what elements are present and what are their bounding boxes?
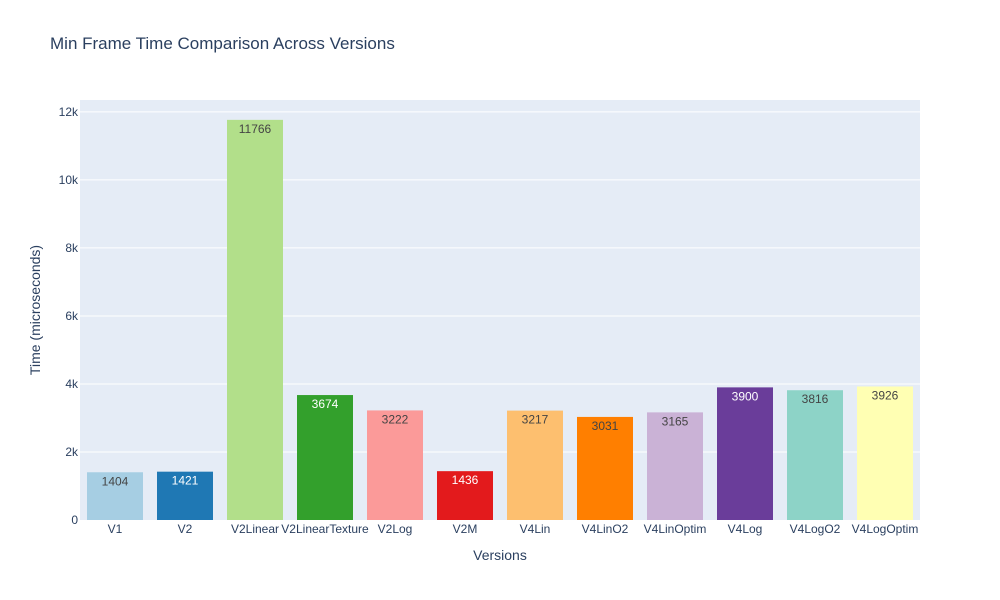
y-tick-label: 0 bbox=[71, 513, 78, 527]
x-tick-label: V2 bbox=[178, 522, 193, 536]
bar-value-label: 3900 bbox=[732, 389, 759, 403]
x-tick-label: V4LinO2 bbox=[582, 522, 629, 536]
bar-value-label: 1436 bbox=[452, 473, 479, 487]
bar-v2linear bbox=[227, 119, 283, 521]
bar-value-label: 3816 bbox=[802, 392, 829, 406]
bar-v4linoptim bbox=[647, 412, 703, 520]
y-tick-label: 2k bbox=[65, 445, 79, 459]
y-tick-label: 10k bbox=[59, 173, 79, 187]
x-axis-ticks: V1 V2 V2Linear V2LinearTexture V2Log V2M V4Lin… bbox=[108, 522, 919, 536]
x-tick-label: V2Log bbox=[378, 522, 413, 536]
x-tick-label: V2Linear bbox=[231, 522, 279, 536]
bar-v4lino2 bbox=[577, 416, 633, 520]
bar-value-label: 3674 bbox=[312, 397, 339, 411]
x-tick-label: V4LogO2 bbox=[790, 522, 841, 536]
x-tick-label: V2M bbox=[453, 522, 478, 536]
bar-v2 bbox=[157, 471, 213, 520]
x-tick-label: V4Log bbox=[728, 522, 763, 536]
x-tick-label: V4LogOptim bbox=[852, 522, 919, 536]
x-tick-label: V2LinearTexture bbox=[281, 522, 369, 536]
bar-value-label: 3926 bbox=[872, 388, 899, 402]
bar-v2lineartexture bbox=[297, 395, 353, 520]
x-axis-label: Versions bbox=[473, 547, 527, 563]
bar-value-label: 3217 bbox=[522, 413, 549, 427]
y-tick-label: 12k bbox=[59, 105, 79, 119]
gridlines bbox=[80, 111, 920, 453]
chart-title: Min Frame Time Comparison Across Version… bbox=[50, 34, 395, 53]
bar-value-label: 11766 bbox=[239, 122, 272, 136]
bar-value-label: 3165 bbox=[662, 414, 689, 428]
x-tick-label: V4LinOptim bbox=[644, 522, 707, 536]
bars bbox=[87, 119, 913, 521]
bar-v1 bbox=[87, 472, 143, 520]
bar-value-label: 1421 bbox=[172, 474, 199, 488]
bar-v4logo2 bbox=[787, 390, 843, 520]
x-tick-label: V4Lin bbox=[520, 522, 551, 536]
bar-value-label: 3222 bbox=[382, 412, 409, 426]
bar-value-label: 3031 bbox=[592, 419, 619, 433]
bar-v4logoptim bbox=[857, 386, 913, 520]
y-axis-ticks: 0 2k 4k 6k 8k 10k 12k bbox=[59, 105, 79, 527]
y-tick-label: 6k bbox=[65, 309, 79, 323]
bar-v2m bbox=[437, 471, 493, 520]
plot-background bbox=[80, 100, 920, 520]
bar-value-label: 1404 bbox=[102, 474, 129, 488]
y-tick-label: 4k bbox=[65, 377, 79, 391]
bar-v4log bbox=[717, 387, 773, 520]
y-tick-label: 8k bbox=[65, 241, 79, 255]
bar-v2log bbox=[367, 410, 423, 520]
x-tick-label: V1 bbox=[108, 522, 123, 536]
bar-labels: 1404 1421 11766 3674 3222 1436 3217 3031 3165 390… bbox=[102, 122, 899, 488]
bar-v4lin bbox=[507, 410, 563, 520]
y-axis-label: Time (microseconds) bbox=[27, 245, 43, 375]
